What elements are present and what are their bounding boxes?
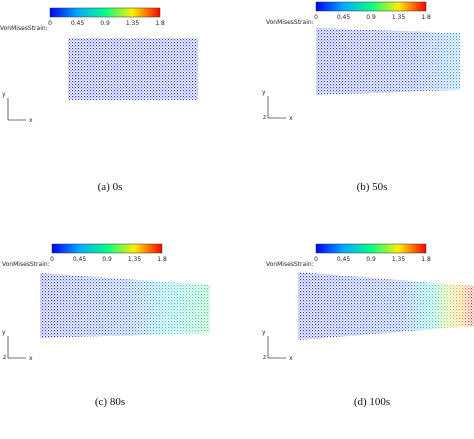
colorbar-tick-label: 0.45 bbox=[337, 14, 351, 21]
colorbar-tick-label: 1.35 bbox=[392, 14, 406, 21]
colorbar-tick-label: 0.9 bbox=[100, 20, 110, 27]
colorbar-tick-label: 0.45 bbox=[71, 20, 85, 27]
colorbar-title: VonMisesStrain: bbox=[0, 25, 48, 32]
colorbar-title: VonMisesStrain: bbox=[266, 19, 314, 26]
axis-label: y bbox=[262, 89, 266, 96]
colorbar-title: VonMisesStrain: bbox=[266, 261, 314, 268]
colorbar bbox=[315, 1, 427, 12]
colorbar-tick-label: 1.8 bbox=[421, 256, 431, 263]
colorbar bbox=[315, 243, 427, 254]
axis-label: x bbox=[29, 117, 33, 124]
axis-label: y bbox=[2, 329, 6, 336]
colorbar-tick-label: 1.8 bbox=[155, 20, 165, 27]
axis-label: z bbox=[3, 354, 6, 361]
colorbar-tick-label: 1.8 bbox=[157, 256, 167, 263]
colorbar-tick-label: 0.45 bbox=[337, 256, 351, 263]
colorbar-tick-label: 0 bbox=[48, 20, 52, 27]
caption: (a) 0s bbox=[98, 181, 123, 193]
caption: (d) 100s bbox=[354, 396, 390, 408]
colorbar-tick-label: 0.9 bbox=[102, 256, 112, 263]
axis-label: z bbox=[263, 354, 266, 361]
colorbar-tick-label: 1.8 bbox=[421, 14, 431, 21]
colorbar-tick-label: 1.35 bbox=[392, 256, 406, 263]
colorbar-title: VonMisesStrain: bbox=[2, 261, 50, 268]
colorbar bbox=[49, 7, 161, 18]
point-cloud bbox=[40, 273, 210, 338]
panel: VonMisesStrain:0 0.45 0.9 1.35 1.8 y z x (b) 50s bbox=[262, 1, 460, 193]
colorbar-tick-label: 1.35 bbox=[128, 256, 142, 263]
axis-label: z bbox=[263, 114, 266, 121]
axis-label: x bbox=[289, 115, 293, 122]
caption: (b) 50s bbox=[357, 181, 388, 193]
axis-label: x bbox=[289, 355, 293, 362]
colorbar bbox=[51, 243, 163, 254]
panel: VonMisesStrain:0 0.45 0.9 1.35 1.8 y x (a) 0s bbox=[0, 7, 198, 193]
colorbar-tick-label: 0 bbox=[314, 256, 318, 263]
panel: VonMisesStrain:0 0.45 0.9 1.35 1.8 y z x (c) 80s bbox=[2, 243, 210, 408]
colorbar-tick-label: 1.35 bbox=[126, 20, 140, 27]
axis-label: y bbox=[262, 329, 266, 336]
colorbar-tick-label: 0 bbox=[314, 14, 318, 21]
colorbar-tick-label: 0.9 bbox=[366, 256, 376, 263]
panel: VonMisesStrain:0 0.45 0.9 1.35 1.8 y z x (d) 100… bbox=[262, 243, 474, 408]
point-cloud bbox=[298, 272, 474, 340]
colorbar-tick-label: 0.45 bbox=[73, 256, 87, 263]
axis-label: y bbox=[2, 91, 6, 98]
point-cloud bbox=[316, 28, 460, 95]
colorbar-tick-label: 0 bbox=[50, 256, 54, 263]
point-cloud bbox=[68, 38, 198, 100]
colorbar-tick-label: 0.9 bbox=[366, 14, 376, 21]
caption: (c) 80s bbox=[95, 396, 125, 408]
axis-label: x bbox=[29, 355, 33, 362]
